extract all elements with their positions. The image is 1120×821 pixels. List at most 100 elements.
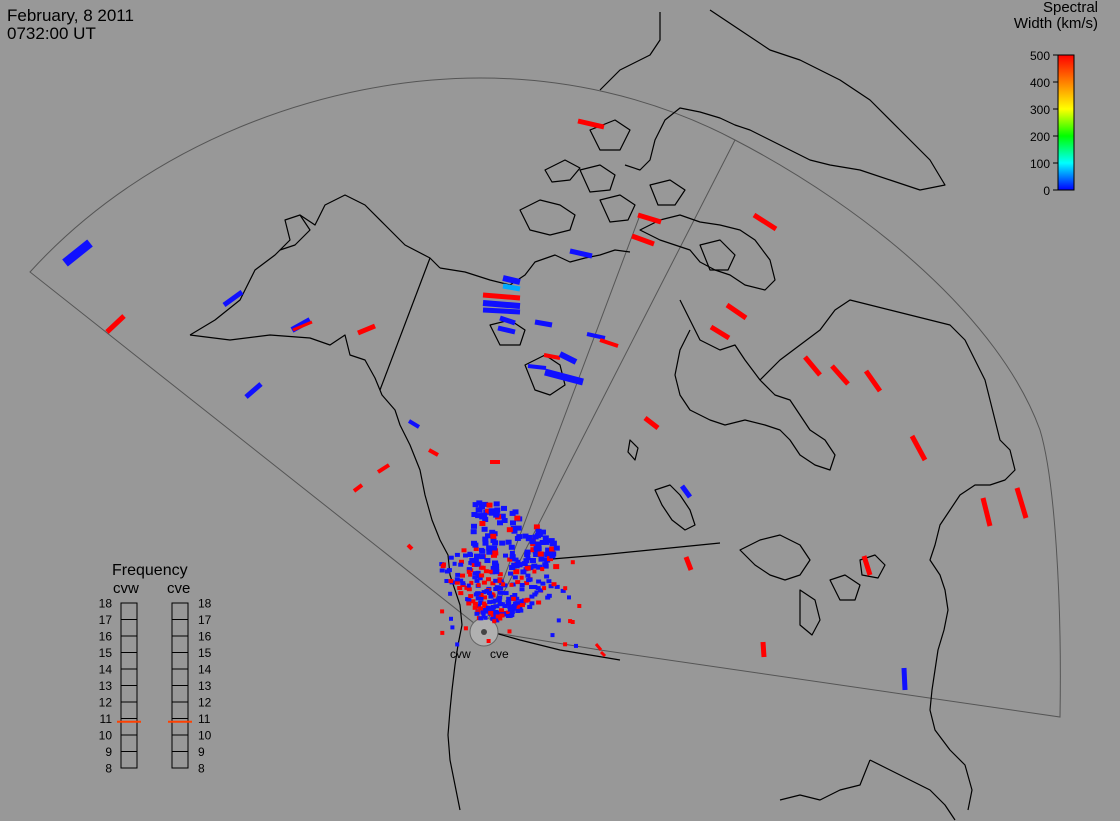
coastlines bbox=[189, 9, 1016, 821]
scatter-cell bbox=[454, 577, 460, 582]
scatter-cell bbox=[538, 588, 543, 593]
scatter-cell bbox=[514, 536, 521, 541]
scatter-cell bbox=[484, 558, 491, 563]
scatter-segment bbox=[222, 289, 244, 308]
scatter-cell bbox=[501, 505, 507, 511]
frequency-tick-label: 11 bbox=[100, 712, 113, 726]
scatter-cell bbox=[482, 595, 487, 600]
scatter-cell bbox=[548, 584, 554, 589]
scatter-cell bbox=[525, 573, 531, 578]
scatter-cell bbox=[468, 560, 474, 565]
scatter-segment bbox=[1014, 487, 1029, 519]
scatter-cell bbox=[494, 507, 501, 513]
scatter-cell bbox=[482, 501, 489, 507]
scatter-cell bbox=[475, 591, 481, 596]
spectral-width-legend: 500 400 300 200 100 0 bbox=[1030, 49, 1075, 198]
scatter-cell bbox=[475, 513, 482, 519]
radar-scatter-data bbox=[62, 118, 1029, 691]
scatter-cell bbox=[474, 578, 480, 583]
scatter-segment bbox=[803, 355, 822, 377]
scatter-cell bbox=[484, 589, 490, 594]
scatter-cell bbox=[479, 504, 485, 510]
scatter-cell bbox=[486, 549, 493, 555]
scatter-segment bbox=[376, 463, 391, 474]
scatter-cell bbox=[493, 587, 499, 591]
scatter-cell bbox=[512, 509, 519, 515]
scatter-cell bbox=[457, 586, 463, 590]
scatter-cell bbox=[509, 550, 515, 555]
scatter-cell bbox=[468, 572, 473, 577]
scatter-cell bbox=[448, 591, 453, 596]
scatter-segment bbox=[569, 248, 593, 259]
scatter-cell bbox=[499, 608, 504, 613]
scatter-cell bbox=[551, 582, 557, 587]
scatter-segment bbox=[980, 497, 993, 527]
scatter-segment bbox=[830, 364, 850, 386]
scatter-cell bbox=[536, 579, 542, 584]
scatter-segment bbox=[527, 364, 547, 370]
scatter-cell bbox=[454, 552, 460, 557]
scatter-cell bbox=[442, 562, 446, 567]
scatter-segment bbox=[599, 650, 607, 658]
scatter-cell bbox=[503, 553, 508, 558]
scatter-cell bbox=[514, 596, 520, 601]
scatter-segment bbox=[861, 555, 873, 576]
scatter-cell bbox=[542, 563, 549, 569]
frequency-tick-label: 10 bbox=[99, 729, 113, 743]
colorbar-tick-label: 200 bbox=[1030, 130, 1050, 144]
scatter-segment bbox=[599, 338, 619, 348]
scatter-cell bbox=[492, 540, 499, 546]
scatter-cell bbox=[499, 613, 505, 618]
scatter-cell bbox=[538, 556, 545, 562]
scatter-segment bbox=[594, 643, 603, 651]
frequency-radar-cve: cve bbox=[167, 580, 190, 597]
scatter-cell bbox=[479, 573, 485, 578]
scatter-cell bbox=[577, 604, 582, 608]
frequency-tick-label: 15 bbox=[198, 646, 212, 660]
scatter-cell bbox=[530, 558, 536, 563]
scatter-cell bbox=[493, 569, 500, 575]
scatter-cell bbox=[560, 588, 566, 593]
scatter-cell bbox=[574, 643, 578, 648]
scatter-cell bbox=[472, 558, 478, 564]
colorbar-tick-label: 0 bbox=[1043, 184, 1050, 198]
scatter-cell bbox=[514, 515, 521, 521]
scatter-segment bbox=[631, 233, 655, 247]
scatter-cell bbox=[524, 552, 531, 558]
scatter-cell bbox=[516, 562, 523, 568]
scatter-cell bbox=[496, 598, 502, 603]
scatter-cell bbox=[486, 639, 491, 643]
frequency-tick-label: 13 bbox=[99, 679, 113, 693]
scatter-cell bbox=[493, 563, 500, 569]
scatter-cell bbox=[480, 565, 486, 570]
scatter-cell bbox=[466, 567, 472, 572]
colorbar-tick-label: 100 bbox=[1030, 157, 1050, 171]
scatter-cell bbox=[530, 547, 537, 553]
scatter-cell bbox=[474, 611, 480, 616]
scatter-segment bbox=[292, 320, 313, 332]
frequency-tick-label: 16 bbox=[99, 630, 113, 644]
scatter-cell bbox=[539, 540, 546, 545]
scatter-cell bbox=[524, 565, 531, 571]
scatter-segment bbox=[679, 484, 693, 499]
scatter-cell bbox=[490, 616, 496, 621]
scatter-segment bbox=[406, 543, 414, 551]
scatter-cell bbox=[507, 607, 513, 612]
frequency-title: Frequency bbox=[112, 562, 188, 579]
scatter-cell bbox=[461, 548, 467, 553]
scatter-segment bbox=[586, 332, 606, 340]
scatter-cell bbox=[493, 578, 499, 583]
scatter-cell bbox=[497, 572, 503, 577]
scatter-cell bbox=[471, 512, 478, 517]
scatter-cell bbox=[490, 614, 496, 619]
scatter-segment bbox=[558, 351, 578, 365]
scatter-segment bbox=[752, 212, 778, 232]
frequency-tick-label: 13 bbox=[198, 679, 212, 693]
frequency-tick-label: 9 bbox=[198, 745, 205, 759]
scatter-cell bbox=[469, 580, 474, 585]
scatter-cell bbox=[570, 620, 575, 624]
scatter-cell bbox=[466, 569, 471, 574]
scatter-cell bbox=[469, 557, 475, 562]
scatter-cell bbox=[499, 590, 505, 595]
colorbar-tick-label: 400 bbox=[1030, 76, 1050, 90]
